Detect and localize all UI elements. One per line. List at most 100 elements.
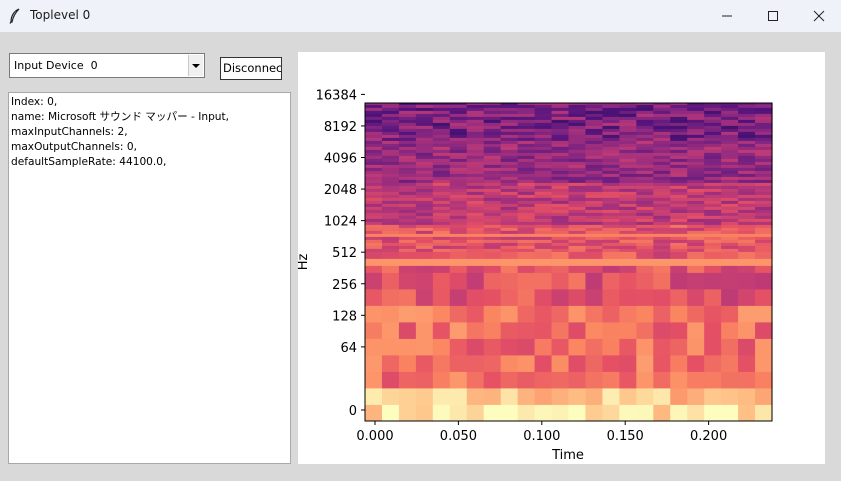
- heatmap-cell: [755, 179, 773, 183]
- heatmap-cell: [602, 289, 620, 306]
- heatmap-cell: [381, 122, 400, 126]
- heatmap-cell: [449, 251, 468, 259]
- heatmap-cell: [432, 167, 451, 171]
- heatmap-cell: [585, 161, 604, 165]
- heatmap-cell: [602, 248, 620, 252]
- heatmap-cell: [483, 167, 502, 171]
- minimize-button[interactable]: [704, 0, 750, 32]
- heatmap-cell: [653, 258, 671, 266]
- heatmap-cell: [483, 230, 502, 234]
- heatmap-cell: [466, 215, 485, 219]
- heatmap-cell: [517, 134, 536, 138]
- heatmap-cell: [398, 404, 417, 422]
- heatmap-cell: [653, 338, 671, 356]
- heatmap-cell: [670, 103, 688, 105]
- heatmap-cell: [483, 152, 502, 156]
- heatmap-cell: [619, 245, 637, 249]
- heatmap-cell: [415, 197, 434, 201]
- heatmap-cell: [687, 200, 705, 204]
- heatmap-cell: [466, 242, 485, 246]
- heatmap-cell: [415, 355, 434, 372]
- heatmap-cell: [653, 305, 671, 323]
- heatmap-cell: [670, 322, 688, 339]
- heatmap-cell: [653, 167, 671, 171]
- heatmap-cell: [687, 209, 705, 213]
- disconnect-button[interactable]: Disconnec: [220, 57, 282, 80]
- heatmap-cell: [704, 251, 722, 259]
- heatmap-cell: [398, 194, 417, 198]
- x-tick-label: 0.050: [440, 429, 477, 444]
- input-device-select[interactable]: Input Device 0: [9, 53, 205, 78]
- heatmap-cell: [568, 173, 587, 177]
- heatmap-cell: [704, 134, 722, 138]
- heatmap-cell: [365, 197, 383, 201]
- heatmap-cell: [619, 258, 637, 266]
- device-info-text[interactable]: Index: 0, name: Microsoft サウンド マッパー - In…: [8, 92, 291, 464]
- heatmap-cell: [585, 215, 604, 219]
- heatmap-cell: [483, 161, 502, 165]
- maximize-button[interactable]: [750, 0, 796, 32]
- heatmap-cell: [585, 218, 604, 222]
- heatmap-cell: [381, 182, 400, 186]
- heatmap-cell: [636, 155, 654, 159]
- heatmap-cell: [738, 182, 756, 186]
- heatmap-cell: [415, 167, 434, 171]
- heatmap-cell: [449, 233, 468, 237]
- heatmap-cell: [483, 173, 502, 177]
- heatmap-cell: [721, 209, 739, 213]
- heatmap-cell: [721, 289, 739, 306]
- heatmap-cell: [721, 176, 739, 180]
- heatmap-cell: [483, 224, 502, 228]
- heatmap-cell: [551, 209, 570, 213]
- heatmap-cell: [365, 191, 383, 195]
- heatmap-cell: [670, 206, 688, 210]
- heatmap-cell: [432, 110, 451, 114]
- heatmap-cell: [432, 146, 451, 150]
- heatmap-cell: [483, 131, 502, 135]
- heatmap-cell: [755, 236, 773, 240]
- heatmap-cell: [449, 227, 468, 231]
- heatmap-cell: [687, 206, 705, 210]
- heatmap-cell: [602, 206, 620, 210]
- heatmap-cell: [568, 212, 587, 216]
- heatmap-cell: [568, 155, 587, 159]
- heatmap-cell: [415, 224, 434, 228]
- heatmap-cell: [500, 239, 519, 243]
- heatmap-cell: [687, 131, 705, 135]
- heatmap-cell: [670, 388, 688, 405]
- title-bar[interactable]: Toplevel 0: [0, 0, 841, 32]
- heatmap-cell: [381, 131, 400, 135]
- heatmap-cell: [365, 245, 383, 249]
- heatmap-cell: [636, 209, 654, 213]
- heatmap-cell: [381, 355, 400, 372]
- heatmap-cell: [432, 137, 451, 141]
- heatmap-cell: [551, 164, 570, 168]
- heatmap-cell: [398, 215, 417, 219]
- heatmap-cell: [466, 164, 485, 168]
- heatmap-cell: [704, 272, 722, 290]
- heatmap-cell: [687, 158, 705, 162]
- heatmap-cell: [415, 125, 434, 129]
- heatmap-cell: [534, 137, 553, 141]
- heatmap-cell: [449, 131, 468, 135]
- heatmap-cell: [687, 242, 705, 246]
- x-tick-label: 0.200: [690, 429, 727, 444]
- heatmap-cell: [653, 218, 671, 222]
- heatmap-cell: [483, 149, 502, 153]
- heatmap-cell: [398, 119, 417, 123]
- heatmap-cell: [466, 239, 485, 243]
- heatmap-cell: [517, 338, 536, 356]
- heatmap-cell: [636, 188, 654, 192]
- close-button[interactable]: [796, 0, 841, 32]
- heatmap-cell: [466, 355, 485, 372]
- heatmap-cell: [721, 239, 739, 243]
- heatmap-cell: [534, 176, 553, 180]
- heatmap-cell: [636, 203, 654, 207]
- heatmap-cell: [517, 140, 536, 144]
- heatmap-cell: [365, 185, 383, 189]
- dropdown-arrow-icon[interactable]: [188, 55, 203, 76]
- heatmap-cell: [415, 239, 434, 243]
- heatmap-cell: [738, 248, 756, 252]
- heatmap-cell: [721, 233, 739, 237]
- heatmap-cell: [365, 272, 383, 290]
